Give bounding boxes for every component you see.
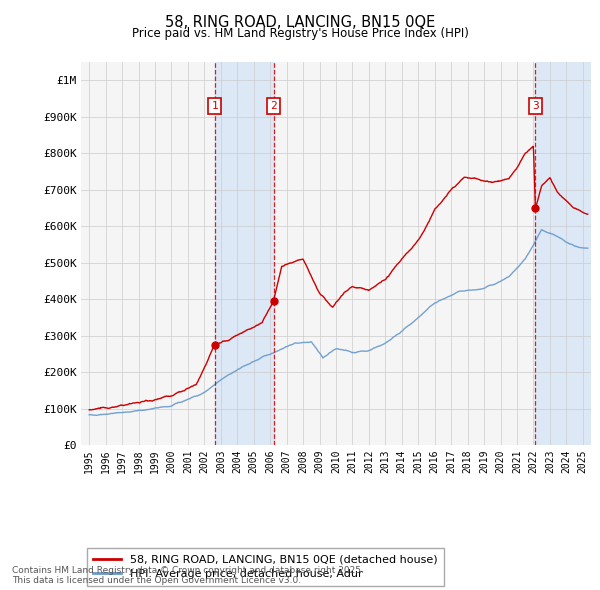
- Text: 3: 3: [532, 101, 539, 111]
- Text: Price paid vs. HM Land Registry's House Price Index (HPI): Price paid vs. HM Land Registry's House …: [131, 27, 469, 40]
- Bar: [535, 62, 591, 445]
- Bar: [215, 62, 274, 445]
- Text: Contains HM Land Registry data © Crown copyright and database right 2025.
This d: Contains HM Land Registry data © Crown c…: [12, 566, 364, 585]
- Text: 2: 2: [270, 101, 277, 111]
- Legend: 58, RING ROAD, LANCING, BN15 0QE (detached house), HPI: Average price, detached : 58, RING ROAD, LANCING, BN15 0QE (detach…: [86, 548, 444, 586]
- Text: 58, RING ROAD, LANCING, BN15 0QE: 58, RING ROAD, LANCING, BN15 0QE: [165, 15, 435, 30]
- Text: 1: 1: [212, 101, 218, 111]
